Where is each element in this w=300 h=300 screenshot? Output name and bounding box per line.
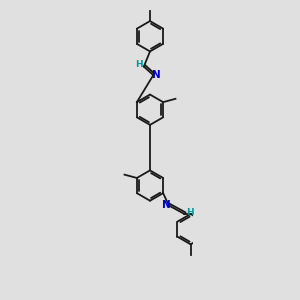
Text: H: H — [135, 60, 143, 69]
Text: N: N — [162, 200, 170, 211]
Text: N: N — [152, 70, 161, 80]
Text: H: H — [186, 208, 194, 217]
